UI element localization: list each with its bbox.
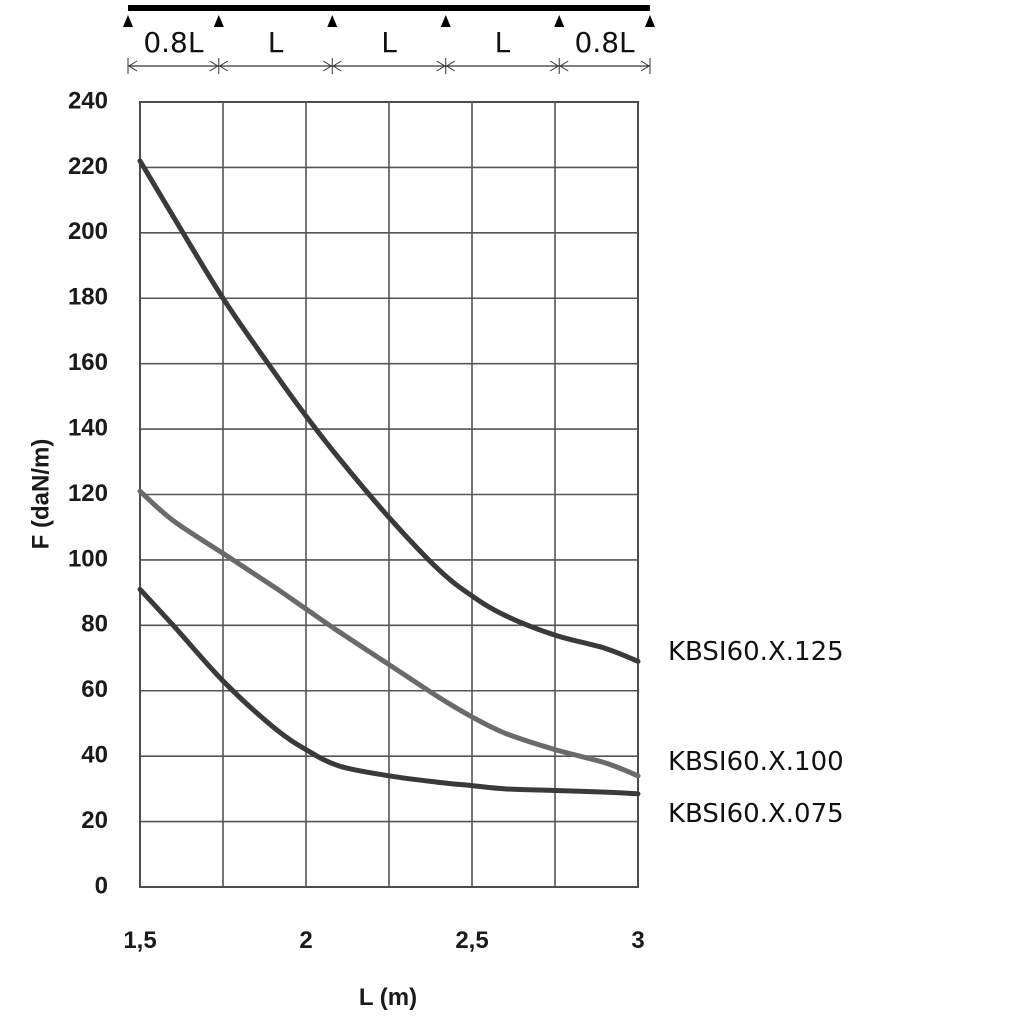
dimension-arrow	[218, 60, 229, 72]
span-label: 0.8L	[143, 26, 204, 59]
dimension-arrow	[559, 60, 569, 72]
y-tick-label: 240	[68, 87, 108, 114]
y-tick-label: 140	[68, 414, 108, 441]
support-triangle	[213, 15, 224, 27]
y-axis-title: F (daN/m)	[27, 439, 54, 550]
support-triangle	[440, 15, 451, 27]
dimension-arrow	[332, 60, 342, 72]
y-tick-label: 180	[68, 284, 108, 311]
dimension-arrow	[209, 60, 219, 72]
y-tick-label: 220	[68, 153, 108, 180]
y-tick-label: 0	[95, 872, 108, 899]
series-line-kbsi60-x-075	[137, 586, 641, 797]
series-label: KBSI60.X.075	[668, 799, 844, 829]
dimension-arrow	[549, 60, 560, 72]
y-tick-label: 80	[81, 611, 108, 638]
dimension-arrow	[436, 60, 446, 72]
y-tick-label: 40	[81, 742, 108, 769]
dimension-arrow	[322, 60, 333, 72]
x-axis-title: L (m)	[359, 984, 417, 1011]
series-label: KBSI60.X.125	[668, 637, 844, 667]
series-label: KBSI60.X.100	[668, 747, 844, 777]
dimension-arrow	[640, 60, 650, 72]
series-line-kbsi60-x-100	[137, 488, 641, 779]
plot-area: 0 20 40 60 80 100 120 140 160 180 200 220 240 1,5 2 2,…	[68, 87, 844, 954]
y-tick-label: 200	[68, 218, 108, 245]
support-triangle	[123, 15, 133, 27]
x-tick-label: 2	[299, 927, 312, 954]
span-label: 0.8L	[575, 26, 636, 59]
y-tick-label: 20	[81, 807, 108, 834]
span-label: L	[495, 26, 511, 59]
x-tick-label: 2,5	[455, 927, 488, 954]
support-triangle	[554, 15, 565, 27]
y-tick-label: 160	[68, 349, 108, 376]
y-tick-label: 60	[81, 676, 108, 703]
support-triangle	[327, 15, 338, 27]
y-tick-label: 120	[68, 480, 108, 507]
dimension-arrow	[445, 60, 456, 72]
x-tick-label: 1,5	[123, 927, 156, 954]
y-tick-label: 100	[68, 545, 108, 572]
span-diagram: 0.8L L L L 0.8L	[123, 5, 655, 74]
series-line-kbsi60-x-125	[137, 158, 641, 664]
span-label: L	[381, 26, 397, 59]
span-label: L	[268, 26, 284, 59]
support-triangle	[645, 15, 655, 27]
dimension-arrow	[128, 60, 138, 72]
x-tick-label: 3	[631, 927, 644, 954]
